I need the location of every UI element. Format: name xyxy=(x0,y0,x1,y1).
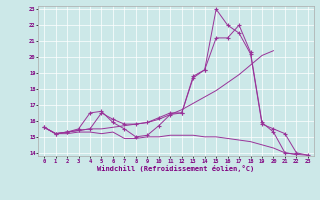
X-axis label: Windchill (Refroidissement éolien,°C): Windchill (Refroidissement éolien,°C) xyxy=(97,165,255,172)
